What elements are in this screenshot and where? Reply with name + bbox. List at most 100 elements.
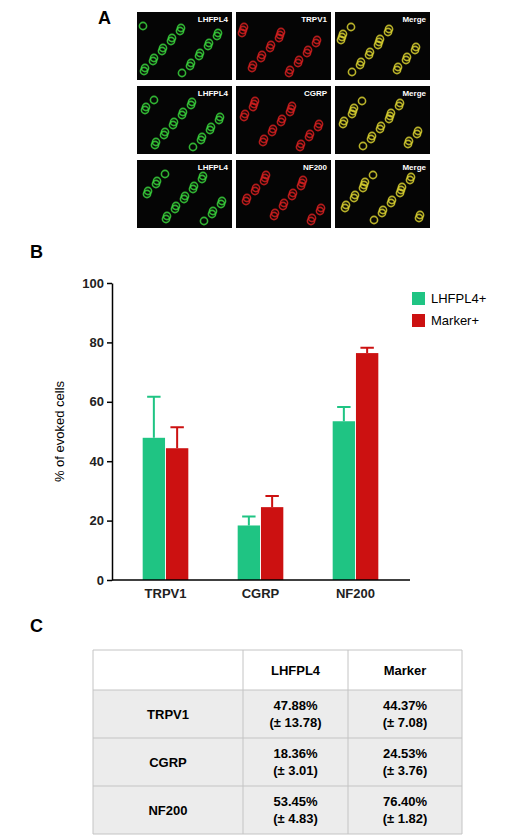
figure: ABCLHFPL4TRPV1MergeLHFPL4CGRPMergeLHFPL4… <box>0 0 523 838</box>
micrograph-label: Merge <box>402 15 426 24</box>
micrograph-background <box>236 160 331 228</box>
table-row-label: CGRP <box>149 755 187 770</box>
table-cell: 24.53% <box>383 746 428 761</box>
cell-decoration <box>196 49 203 56</box>
cell-decoration <box>163 212 170 219</box>
y-tick-label: 0 <box>97 573 104 588</box>
cell-decoration <box>369 171 376 178</box>
legend-swatch <box>412 314 425 327</box>
cell-decoration <box>207 123 214 130</box>
y-tick-label: 60 <box>90 394 104 409</box>
y-tick-mark <box>107 402 112 404</box>
cell-decoration <box>249 61 256 68</box>
panel-label: B <box>30 242 43 262</box>
y-tick: 0 <box>97 573 112 588</box>
table-cell: (± 4.83) <box>273 811 318 826</box>
bar-series <box>166 348 378 580</box>
cell-decoration <box>142 103 149 110</box>
micrograph: Merge <box>335 86 430 154</box>
cell-decoration <box>351 191 358 198</box>
x-tick: CGRP <box>242 580 280 601</box>
cell-decoration <box>262 171 269 178</box>
micrograph-label: NF200 <box>303 163 328 172</box>
legend-item: Marker+ <box>412 313 479 328</box>
cell-decoration <box>189 143 196 150</box>
table-border <box>243 650 244 834</box>
bar <box>238 525 260 580</box>
y-tick-mark <box>107 342 112 344</box>
cell-decoration <box>187 59 194 66</box>
bar-series <box>143 397 355 580</box>
y-tick-mark <box>107 283 112 285</box>
cell-decoration <box>342 201 349 208</box>
table: LHFPL4MarkerTRPV147.88%(± 13.78)44.37%(±… <box>93 650 462 834</box>
x-tick: TRPV1 <box>145 580 187 601</box>
cell-decoration <box>190 182 197 189</box>
table-border <box>93 738 462 739</box>
x-tick-label: CGRP <box>242 586 280 601</box>
cell-decoration <box>315 120 322 127</box>
cell-decoration <box>358 97 365 104</box>
error-bar <box>242 517 255 526</box>
y-tick: 20 <box>90 513 112 528</box>
table-cell: (± 3.76) <box>383 763 428 778</box>
cell-decoration <box>260 135 267 142</box>
micrograph: TRPV1 <box>236 12 331 80</box>
table-header-row <box>93 650 462 690</box>
table-cell: (± 13.78) <box>270 715 322 730</box>
cell-decoration <box>368 132 375 139</box>
cell-decoration <box>288 102 295 109</box>
cell-decoration <box>403 53 410 60</box>
micrograph-label: CGRP <box>304 89 328 98</box>
cell-decoration <box>218 197 225 204</box>
x-tick-label: TRPV1 <box>145 586 187 601</box>
micrograph: Merge <box>335 160 430 228</box>
cell-decoration <box>398 183 405 190</box>
cell-decoration <box>161 128 168 135</box>
bar <box>261 507 283 580</box>
cell-decoration <box>188 98 195 105</box>
micrograph-panel: LHFPL4TRPV1MergeLHFPL4CGRPMergeLHFPL4NF2… <box>137 12 430 228</box>
table-border <box>348 650 349 834</box>
micrograph-background <box>137 86 232 154</box>
x-axis-line <box>112 579 410 581</box>
cell-decoration <box>394 63 401 70</box>
cell-decoration <box>278 115 285 122</box>
cell-decoration <box>350 104 357 111</box>
cell-decoration <box>150 96 157 103</box>
y-tick-label: 100 <box>82 276 104 291</box>
table-cell: 47.88% <box>273 698 318 713</box>
error-bar <box>337 407 350 421</box>
x-tick-label: NF200 <box>336 586 375 601</box>
plot-area <box>143 348 379 580</box>
cell-decoration <box>170 118 177 125</box>
cell-decoration <box>357 58 364 65</box>
micrograph-background <box>236 86 331 154</box>
x-tick: NF200 <box>336 580 375 601</box>
cell-decoration <box>412 43 419 50</box>
table-header: Marker <box>384 663 427 678</box>
cell-decoration <box>198 133 205 140</box>
error-bar <box>147 397 160 438</box>
cell-decoration <box>209 207 216 214</box>
legend: LHFPL4+ Marker+ <box>412 291 486 328</box>
cell-decoration <box>295 56 302 63</box>
cell-decoration <box>366 48 373 55</box>
micrograph-label: Merge <box>402 89 426 98</box>
cell-decoration <box>299 176 306 183</box>
panel-label: C <box>30 616 43 636</box>
cell-decoration <box>150 54 157 61</box>
cell-decoration <box>376 35 383 42</box>
cell-decoration <box>200 217 207 224</box>
cell-decoration <box>161 170 168 177</box>
cell-decoration <box>152 138 159 145</box>
cell-decoration <box>340 117 347 124</box>
table-border <box>462 650 463 834</box>
bar <box>356 353 378 580</box>
cell-decoration <box>313 36 320 43</box>
cell-decoration <box>199 172 206 179</box>
error-bar <box>265 496 278 507</box>
y-tick: 80 <box>90 335 112 350</box>
legend-label: LHFPL4+ <box>431 291 486 306</box>
y-tick: 100 <box>82 276 112 291</box>
